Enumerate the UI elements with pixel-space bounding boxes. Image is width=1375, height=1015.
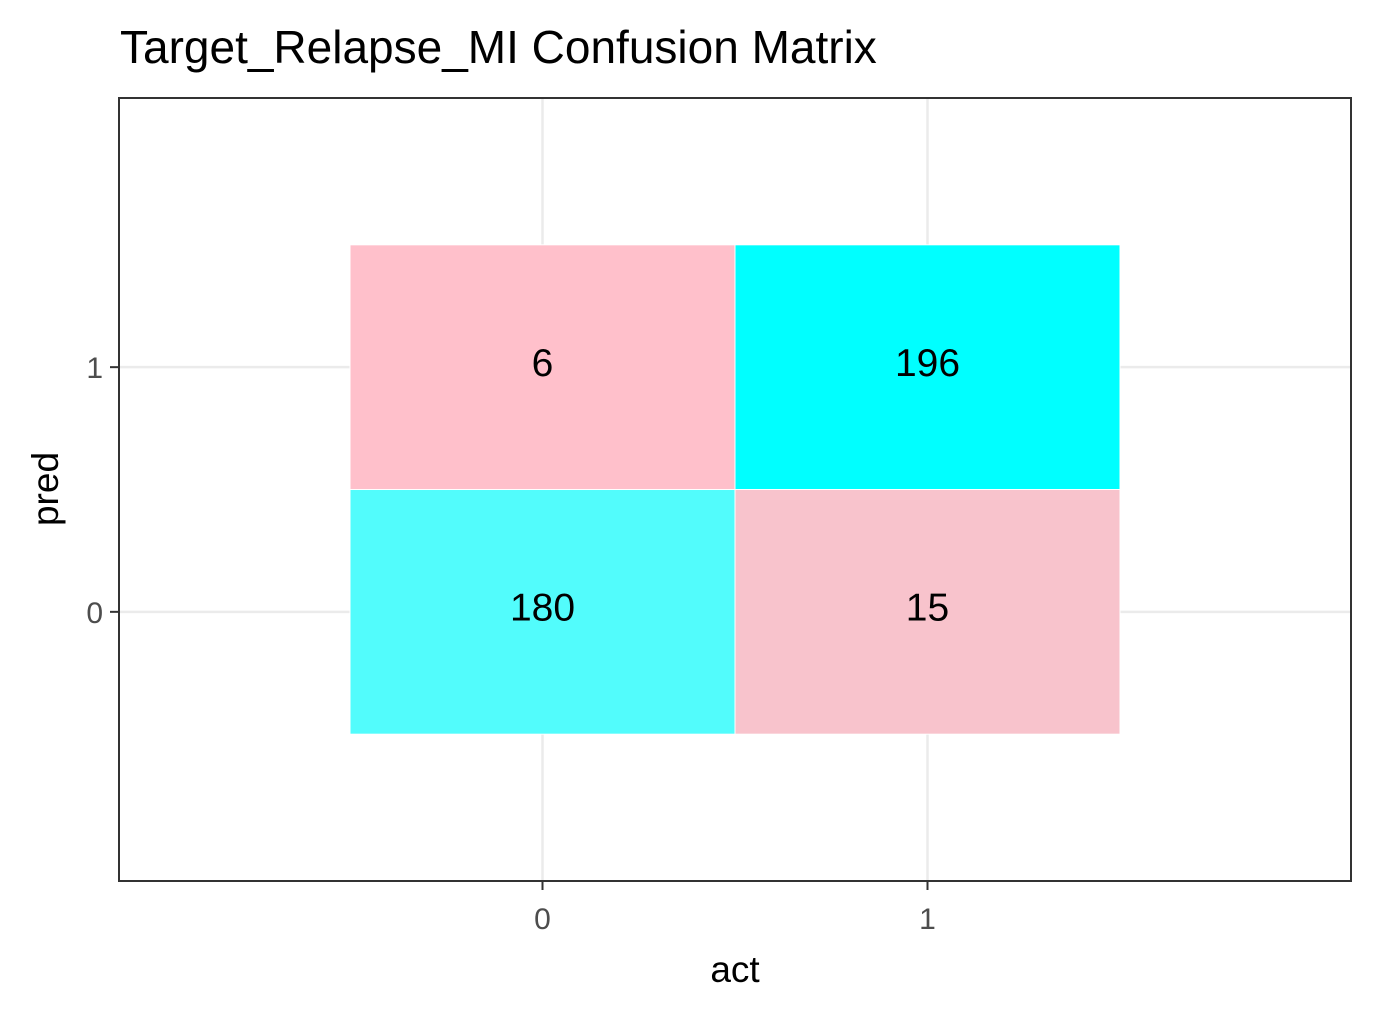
x-tick-label-1: 1	[919, 903, 936, 936]
matrix-cells	[349, 244, 1121, 735]
axis-tick-labels: 0 1 0 1	[86, 352, 936, 936]
y-axis-title: pred	[25, 452, 66, 526]
matrix-cell-labels: 6 196 180 15	[510, 342, 960, 630]
cell-label-act-1-pred-1: 196	[895, 342, 960, 385]
axis-ticks	[110, 366, 929, 890]
cell-label-act-0-pred-0: 180	[510, 587, 575, 630]
x-tick-label-0: 0	[534, 903, 551, 936]
y-tick-label-1: 1	[86, 352, 103, 385]
cell-act-0-pred-0	[349, 489, 736, 735]
cell-label-act-0-pred-1: 6	[532, 342, 554, 385]
cell-label-act-1-pred-0: 15	[906, 587, 949, 630]
cell-act-1-pred-1	[734, 244, 1121, 490]
cell-act-1-pred-0	[734, 489, 1121, 735]
x-axis-title: act	[710, 949, 760, 990]
plot-panel-border	[118, 97, 1352, 882]
y-tick-label-0: 0	[86, 597, 103, 630]
chart-title: Target_Relapse_MI Confusion Matrix	[120, 21, 877, 73]
